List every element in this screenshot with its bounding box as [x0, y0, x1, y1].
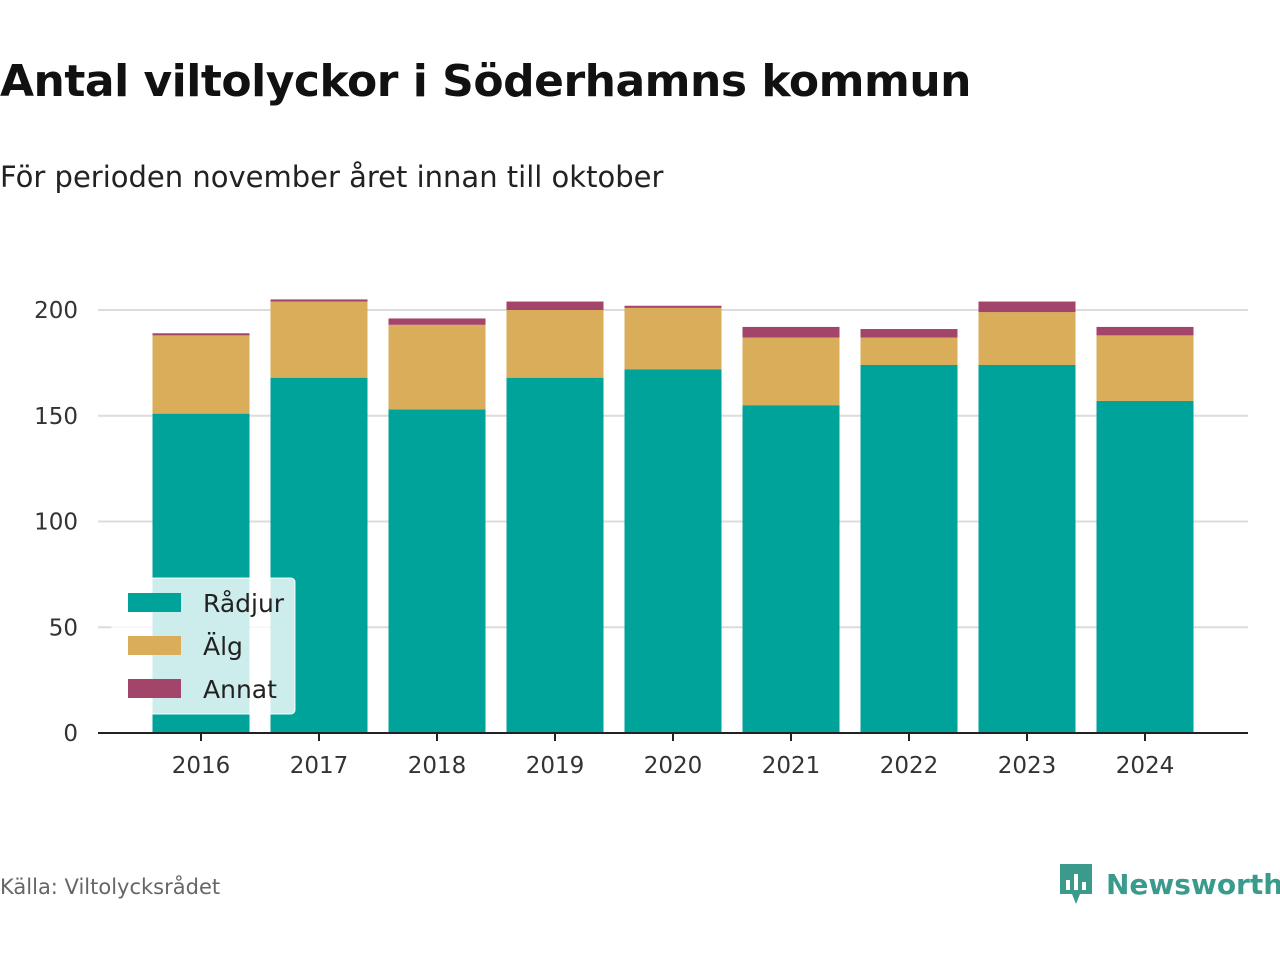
x-tick-label: 2023: [998, 753, 1057, 779]
x-tick-label: 2021: [762, 753, 821, 779]
bar-segment: [860, 329, 958, 338]
y-tick-label: 50: [49, 615, 78, 641]
bars: [152, 299, 1194, 733]
bar-segment: [152, 333, 250, 336]
bar-segment: [1096, 326, 1194, 336]
x-tick-label: 2017: [290, 753, 349, 779]
bar-segment: [624, 369, 722, 733]
source-note: Källa: Viltolycksrådet: [0, 875, 221, 899]
bar-segment: [624, 307, 722, 370]
brand-name: Newsworthy: [1106, 867, 1280, 901]
x-tick-label: 2018: [408, 753, 467, 779]
bar-segment: [742, 337, 840, 406]
bar-segment: [270, 301, 368, 378]
bar-segment: [388, 409, 486, 733]
bar-segment: [624, 305, 722, 308]
y-tick-label: 200: [34, 298, 78, 324]
x-tick-label: 2016: [172, 753, 231, 779]
chart-subtitle: För perioden november året innan till ok…: [0, 160, 664, 194]
legend-label: Älg: [203, 632, 243, 661]
bar-segment: [978, 301, 1076, 313]
y-tick-label: 150: [34, 404, 78, 430]
bar-segment: [506, 301, 604, 310]
bar-segment: [152, 335, 250, 414]
bar-segment: [388, 318, 486, 325]
legend-label: Rådjur: [203, 589, 285, 618]
bar-segment: [742, 326, 840, 338]
legend-label: Annat: [203, 675, 277, 704]
newsworthy-logo-icon: [1060, 864, 1092, 904]
chart-title: Antal viltolyckor i Söderhamns kommun: [0, 56, 971, 107]
legend: Rådjur Älg Annat: [111, 577, 296, 715]
bar-segment: [860, 337, 958, 365]
y-tick-label: 0: [63, 721, 78, 747]
bar-segment: [506, 377, 604, 733]
bar-segment: [270, 299, 368, 302]
bar-segment: [1096, 400, 1194, 733]
legend-swatch: [128, 593, 181, 612]
x-tick-label: 2020: [644, 753, 703, 779]
bar-segment: [860, 364, 958, 733]
axes: 0 50 100 150 200 2016 2017 2018 2019 2020 2021 2022…: [34, 298, 1248, 779]
bar-segment: [388, 324, 486, 410]
bar-segment: [742, 405, 840, 733]
y-tick-label: 100: [34, 510, 78, 536]
bar-segment: [1096, 335, 1194, 401]
x-tick-label: 2024: [1116, 753, 1175, 779]
bar-segment: [506, 310, 604, 378]
bar-segment: [978, 312, 1076, 365]
legend-swatch: [128, 679, 181, 698]
brand-logo: Newsworthy: [1058, 860, 1280, 908]
legend-swatch: [128, 636, 181, 655]
x-tick-label: 2022: [880, 753, 939, 779]
x-tick-label: 2019: [526, 753, 585, 779]
bar-segment: [978, 364, 1076, 733]
